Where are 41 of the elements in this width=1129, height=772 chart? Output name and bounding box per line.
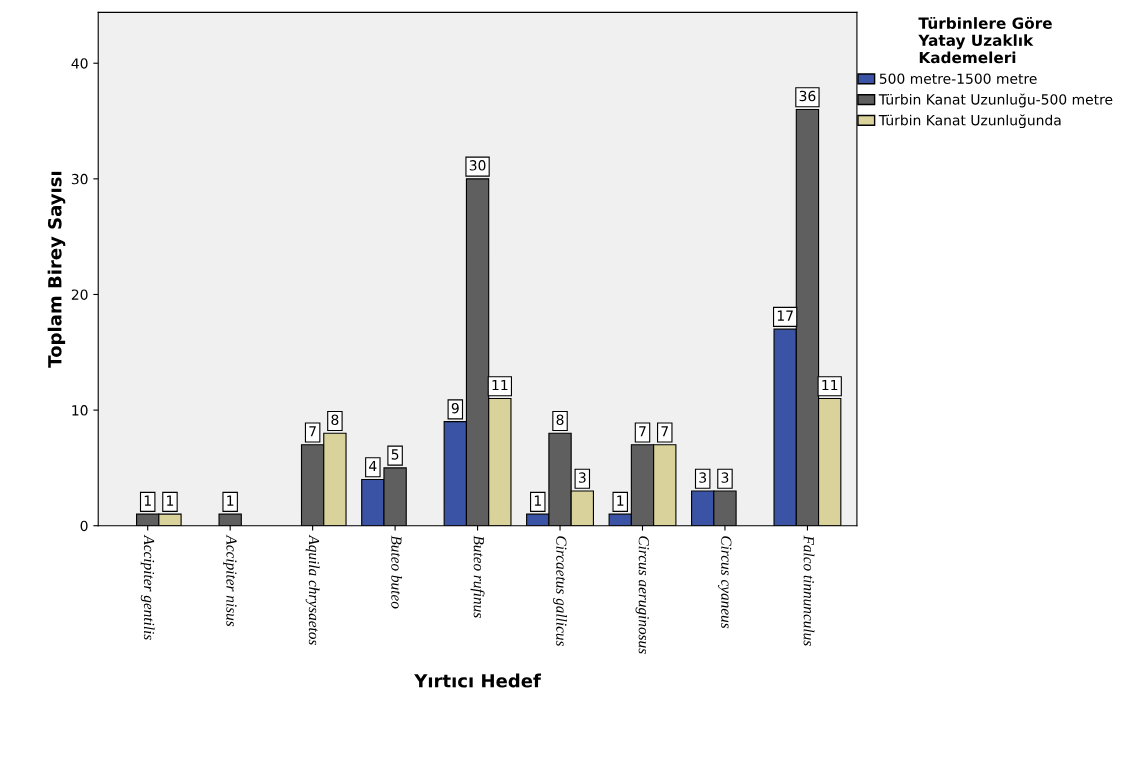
y-tick-label: 10	[72, 405, 88, 416]
x-tick-label: Accipiter nisus	[223, 534, 237, 627]
x-tick-label: Circus aeruginosus	[635, 536, 649, 654]
data-label: 3	[578, 472, 586, 483]
data-label: 9	[451, 402, 459, 414]
data-label: 36	[799, 90, 816, 102]
y-tick-label: 0	[80, 520, 88, 532]
x-tick-label: Circaetus gallicus	[553, 536, 567, 647]
legend-label: Türbin Kanat Uzunluğunda	[878, 114, 1061, 129]
legend-label: Türbin Kanat Uzunluğu-500 metre	[878, 93, 1113, 108]
data-label: 1	[617, 495, 624, 506]
x-tick-label: Buteo buteo	[391, 535, 403, 609]
y-tick-label: 40	[71, 58, 88, 69]
x-tick-label: Buteo rufinus	[470, 535, 485, 618]
legend-title: Türbinlere Göre Yatay Uzaklık Kademeleri	[918, 16, 1052, 64]
data-label: 7	[661, 426, 668, 437]
x-tick-label: Falco tinnunculus	[803, 535, 815, 646]
data-label: 1	[167, 495, 174, 506]
data-label: 4	[369, 460, 377, 472]
data-label: 3	[721, 472, 729, 483]
data-label: 11	[822, 379, 838, 391]
y-axis-title: Toplam Birey Sayısı	[47, 171, 66, 368]
data-label: 7	[309, 426, 316, 437]
x-tick-label: Circus cyaneus	[718, 536, 732, 629]
data-label: 8	[331, 414, 339, 425]
legend-label: 500 metre-1500 metre	[879, 73, 1037, 84]
x-axis-title: Yırtıcı Hedef	[414, 673, 541, 688]
data-label: 17	[777, 310, 793, 321]
y-tick-label: 30	[71, 173, 88, 185]
data-label: 5	[391, 449, 399, 460]
data-label: 1	[227, 495, 234, 506]
data-label: 11	[492, 379, 508, 391]
data-label: 30	[469, 160, 486, 171]
data-label: 7	[639, 426, 646, 437]
x-tick-label: Accipiter gentilis	[140, 534, 155, 640]
y-tick-label: 20	[71, 289, 88, 300]
data-label: 8	[556, 414, 564, 425]
data-label: 1	[534, 495, 541, 506]
x-tick-label: Aquila chrysaetos	[305, 534, 320, 645]
data-label: 1	[144, 495, 151, 506]
data-label: 3	[699, 472, 706, 483]
